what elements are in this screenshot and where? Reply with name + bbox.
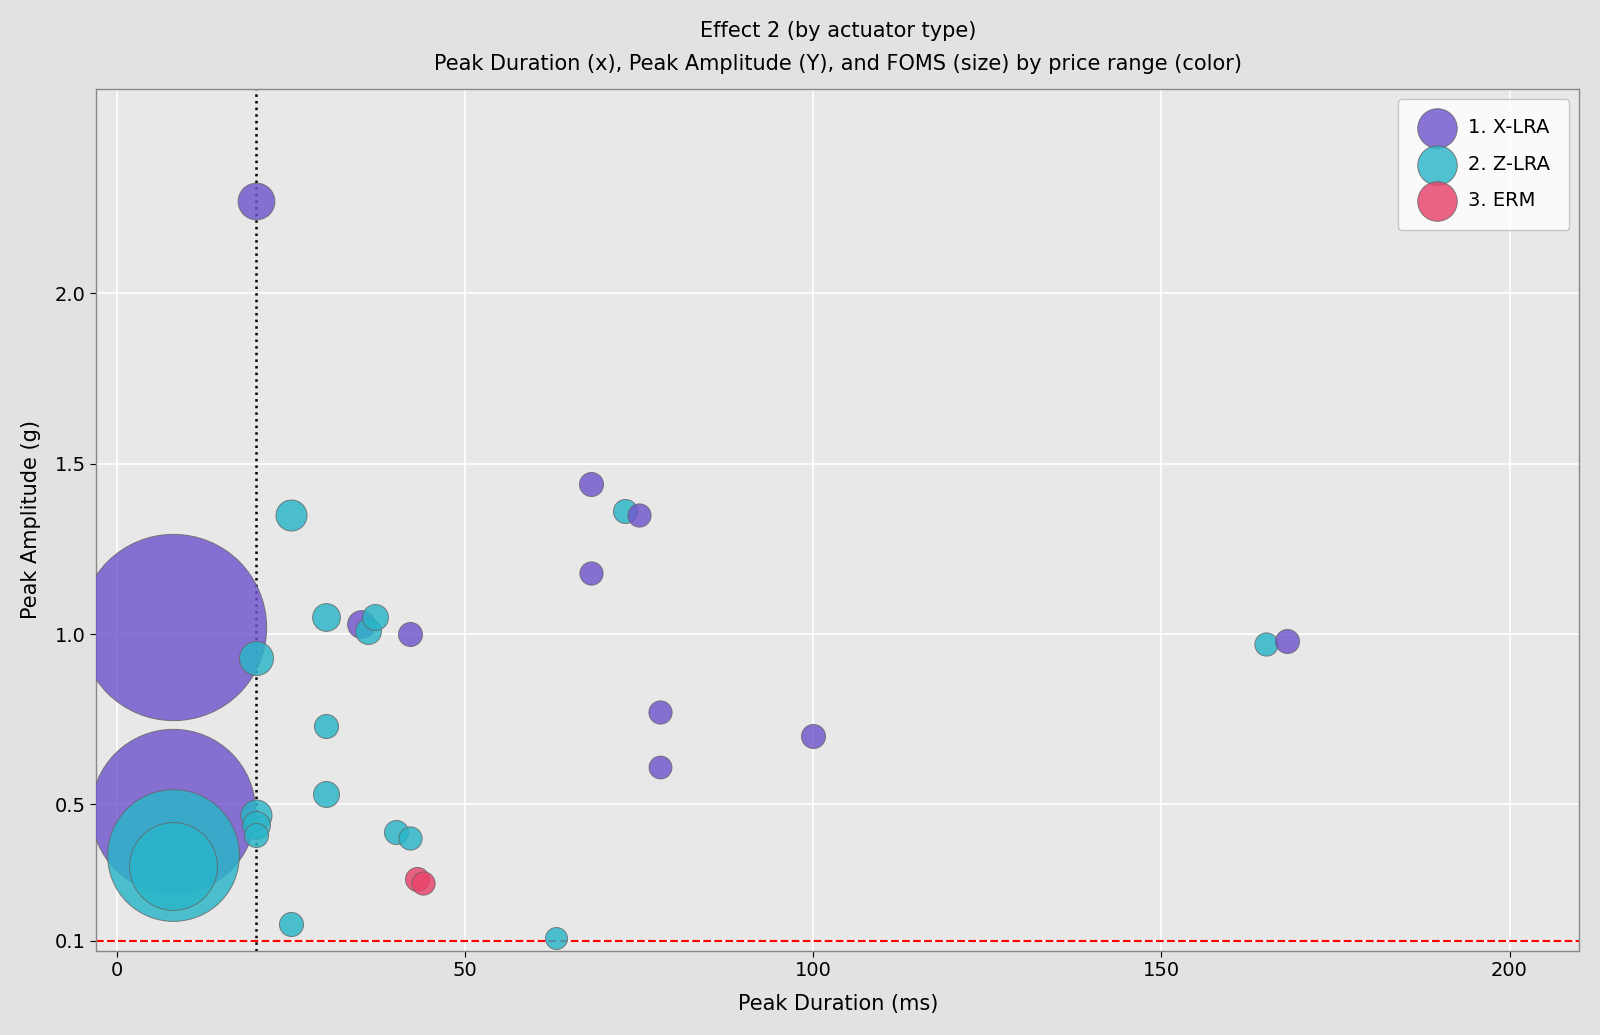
Point xyxy=(160,848,186,864)
Point xyxy=(160,857,186,874)
Point xyxy=(578,476,603,493)
Point xyxy=(243,806,269,823)
Point xyxy=(1253,637,1278,653)
Point xyxy=(278,506,304,523)
Point xyxy=(355,622,381,639)
Point xyxy=(362,609,387,625)
Point xyxy=(278,915,304,932)
Point xyxy=(314,717,339,734)
Point xyxy=(627,506,653,523)
Point xyxy=(243,817,269,833)
Point xyxy=(411,875,437,891)
Point xyxy=(578,564,603,581)
Point xyxy=(397,830,422,847)
Point xyxy=(397,626,422,643)
Point xyxy=(160,803,186,820)
Point xyxy=(648,704,674,720)
Point xyxy=(160,619,186,635)
Point xyxy=(243,194,269,210)
Point xyxy=(542,930,568,947)
Point xyxy=(403,871,429,888)
Point xyxy=(314,609,339,625)
Point xyxy=(382,824,408,840)
Y-axis label: Peak Amplitude (g): Peak Amplitude (g) xyxy=(21,420,42,620)
Point xyxy=(314,786,339,802)
Point xyxy=(243,650,269,667)
Point xyxy=(800,728,826,744)
Point xyxy=(648,759,674,775)
Point xyxy=(349,616,374,632)
Point xyxy=(1274,632,1299,649)
Legend: 1. X-LRA, 2. Z-LRA, 3. ERM: 1. X-LRA, 2. Z-LRA, 3. ERM xyxy=(1398,98,1570,230)
Title: Effect 2 (by actuator type)
Peak Duration (x), Peak Amplitude (Y), and FOMS (siz: Effect 2 (by actuator type) Peak Duratio… xyxy=(434,21,1242,73)
Point xyxy=(243,827,269,844)
Point xyxy=(613,503,638,520)
X-axis label: Peak Duration (ms): Peak Duration (ms) xyxy=(738,995,938,1014)
